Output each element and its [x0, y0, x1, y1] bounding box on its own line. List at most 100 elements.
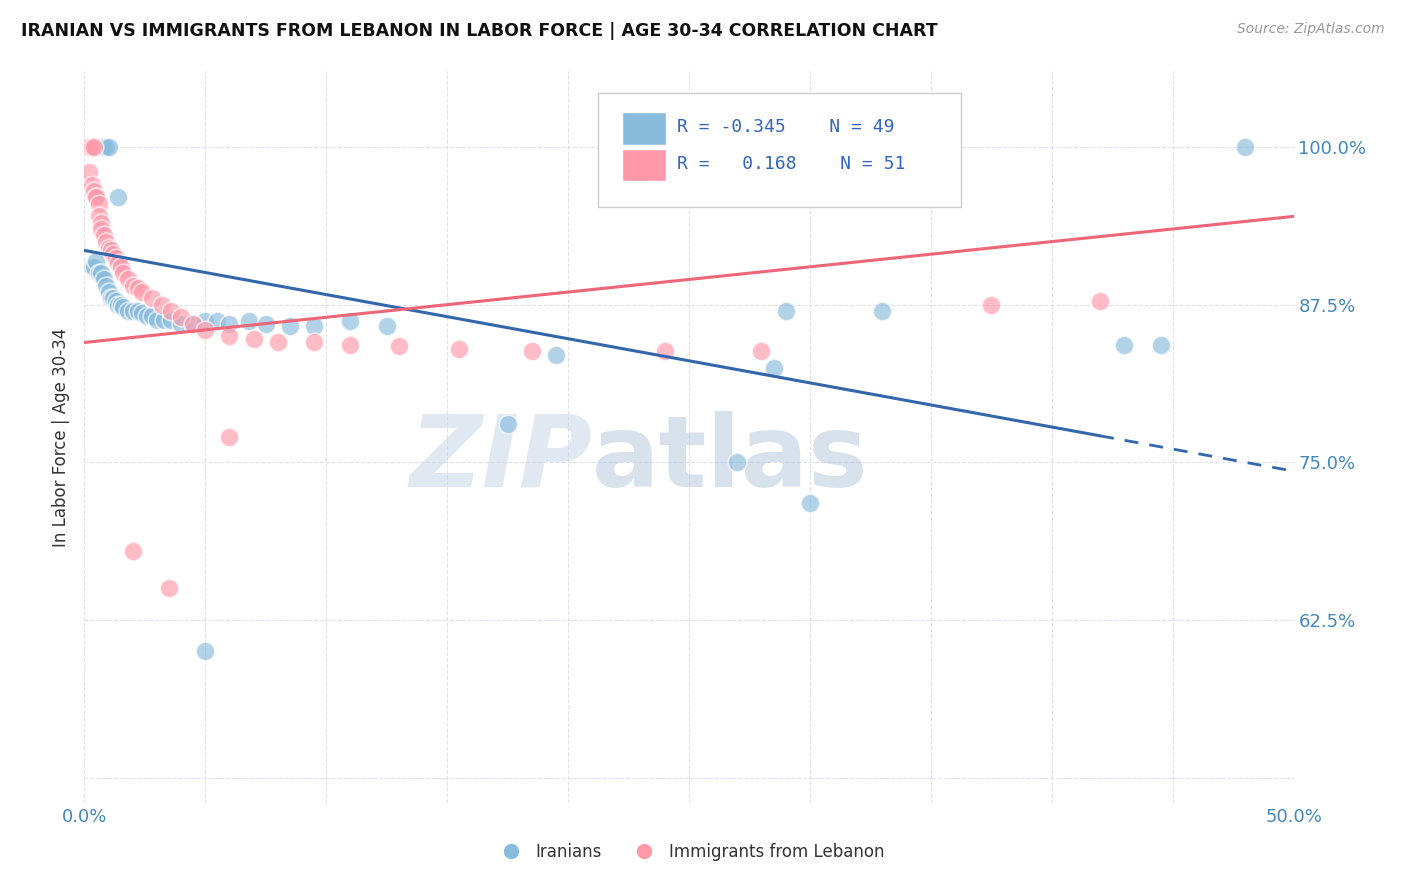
Point: [77, 165, 100, 179]
Point: [238, 314, 260, 328]
Point: [150, 298, 173, 312]
Text: Source: ZipAtlas.com: Source: ZipAtlas.com: [1237, 22, 1385, 37]
Point: [136, 309, 159, 323]
Point: [97, 241, 120, 255]
Point: [751, 344, 773, 359]
Point: [80, 140, 103, 154]
Text: IRANIAN VS IMMIGRANTS FROM LEBANON IN LABOR FORCE | AGE 30-34 CORRELATION CHART: IRANIAN VS IMMIGRANTS FROM LEBANON IN LA…: [21, 22, 938, 40]
Point: [107, 256, 129, 270]
Point: [87, 210, 110, 224]
Point: [278, 319, 301, 334]
FancyBboxPatch shape: [623, 112, 666, 145]
Point: [153, 313, 176, 327]
Text: R =   0.168    N = 51: R = 0.168 N = 51: [676, 154, 905, 172]
Point: [97, 140, 120, 154]
FancyBboxPatch shape: [623, 149, 666, 181]
Point: [117, 272, 139, 286]
Point: [654, 344, 676, 359]
Point: [90, 222, 112, 236]
Y-axis label: In Labor Force | Age 30-34: In Labor Force | Age 30-34: [52, 327, 70, 547]
Point: [872, 304, 894, 318]
Point: [339, 338, 361, 352]
Point: [339, 314, 361, 328]
Point: [93, 140, 115, 154]
Point: [194, 323, 217, 337]
Point: [97, 285, 120, 299]
Point: [127, 304, 149, 318]
Point: [218, 430, 240, 444]
Point: [218, 329, 240, 343]
Point: [1149, 338, 1171, 352]
Point: [94, 278, 117, 293]
Point: [254, 317, 277, 331]
FancyBboxPatch shape: [599, 94, 962, 207]
Point: [117, 304, 139, 318]
Point: [980, 298, 1002, 312]
Point: [107, 190, 129, 204]
Point: [762, 360, 785, 375]
Point: [181, 317, 204, 331]
Point: [194, 644, 217, 658]
Point: [799, 496, 821, 510]
Point: [375, 319, 398, 334]
Point: [141, 309, 163, 323]
Point: [160, 304, 183, 318]
Point: [90, 140, 112, 154]
Point: [83, 140, 105, 154]
Point: [87, 266, 110, 280]
Point: [104, 251, 127, 265]
Point: [267, 335, 290, 350]
Point: [544, 348, 567, 362]
Point: [141, 291, 163, 305]
Point: [83, 184, 105, 198]
Point: [77, 140, 100, 154]
Point: [449, 342, 471, 356]
Point: [121, 304, 143, 318]
Point: [93, 272, 115, 286]
Legend: Iranians, Immigrants from Lebanon: Iranians, Immigrants from Lebanon: [486, 837, 891, 868]
Point: [83, 140, 105, 154]
Point: [194, 314, 217, 328]
Point: [1088, 293, 1111, 308]
Point: [86, 190, 108, 204]
Point: [302, 319, 325, 334]
Point: [94, 140, 117, 154]
Point: [86, 140, 108, 154]
Point: [725, 455, 748, 469]
Point: [100, 291, 122, 305]
Point: [103, 247, 125, 261]
Point: [121, 278, 143, 293]
Point: [90, 266, 112, 280]
Point: [1234, 140, 1257, 154]
Point: [80, 178, 103, 192]
Point: [100, 244, 122, 258]
Point: [112, 300, 135, 314]
Point: [87, 196, 110, 211]
Point: [131, 306, 153, 320]
Point: [110, 298, 132, 312]
Text: R = -0.345    N = 49: R = -0.345 N = 49: [676, 118, 894, 136]
Point: [94, 235, 117, 249]
Point: [181, 317, 204, 331]
Point: [127, 281, 149, 295]
Point: [1114, 338, 1136, 352]
Point: [496, 417, 519, 432]
Point: [93, 228, 115, 243]
Text: atlas: atlas: [592, 410, 869, 508]
Point: [207, 314, 229, 328]
Point: [103, 291, 125, 305]
Point: [86, 140, 108, 154]
Point: [520, 344, 543, 359]
Text: ZIP: ZIP: [409, 410, 592, 508]
Point: [121, 543, 143, 558]
Point: [157, 582, 180, 596]
Point: [170, 317, 193, 331]
Point: [80, 140, 103, 154]
Point: [218, 317, 240, 331]
Point: [170, 310, 193, 325]
Point: [107, 298, 129, 312]
Point: [242, 332, 264, 346]
Point: [86, 253, 108, 268]
Point: [90, 216, 112, 230]
Point: [131, 285, 153, 299]
